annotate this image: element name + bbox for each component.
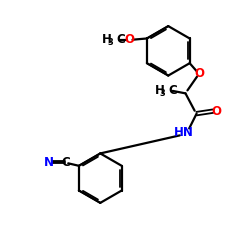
Text: H: H [102,33,112,46]
Text: 3: 3 [160,89,166,98]
Text: HN: HN [174,126,194,140]
Text: O: O [124,33,134,46]
Text: O: O [211,105,221,118]
Text: N: N [44,156,54,168]
Text: C: C [62,156,70,168]
Text: C: C [116,33,125,46]
Text: H: H [154,84,164,97]
Text: 3: 3 [108,38,113,47]
Text: O: O [194,67,204,80]
Text: C: C [169,84,177,97]
